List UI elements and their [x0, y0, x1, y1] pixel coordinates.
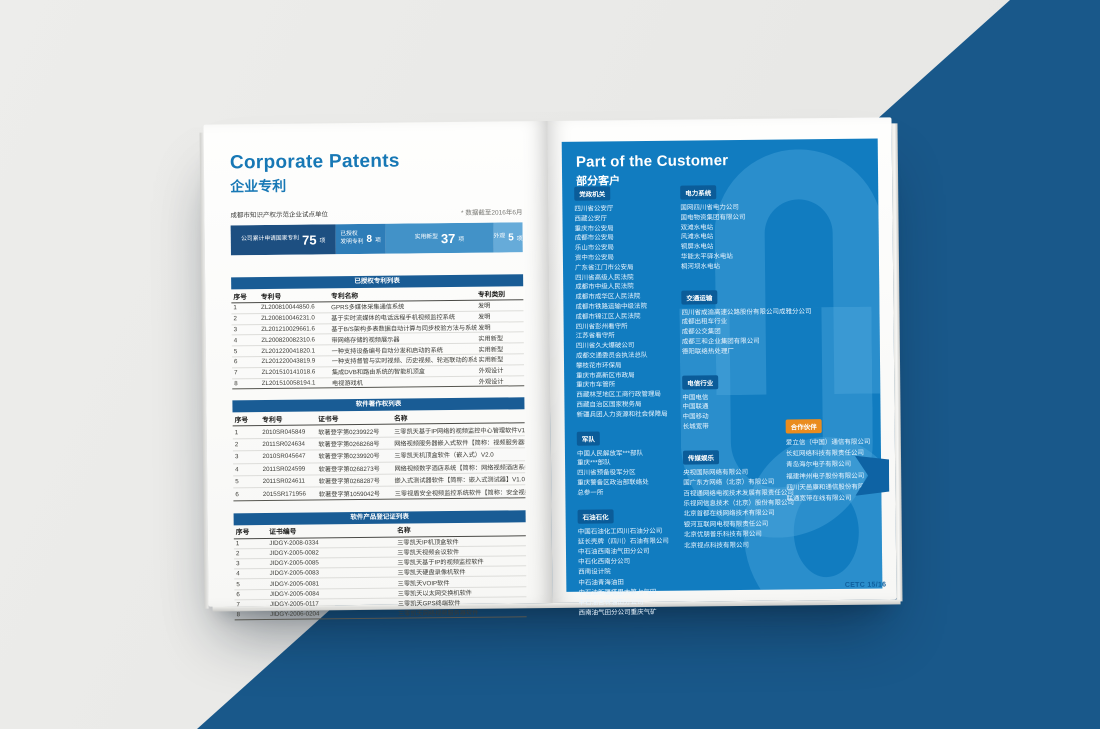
customer-item: 新疆兵团人力资源和社会保障局	[576, 410, 668, 419]
customer-list: 中国人民解放军***部队 重庆***部队 四川省预备役军分区 重庆警备区政治部联络处总…	[577, 448, 686, 498]
page-title-en: Part of the Customer	[575, 152, 729, 171]
column-header: 专利名称	[330, 292, 359, 300]
customer-item: 北京视点科技有限公司	[683, 541, 749, 550]
table-row: 6 2015SR171956 软著登字第1059042号 三零视盾安全视频监控系…	[233, 485, 526, 502]
stat-segment-unit: 项	[319, 237, 326, 244]
granted-patents-table: 已授权专利列表 序号 专利号 专利名称 专利类别 1 ZL200810044850.6…	[231, 274, 525, 390]
column-header: 证书号	[318, 416, 339, 424]
left-page: Corporate Patents 企业专利 成都市知识产权示范企业试点单位 *…	[203, 121, 553, 621]
stat-segment: 外观 5 项	[493, 222, 523, 253]
stat-segment-label: 已授权 发明专利	[340, 231, 364, 246]
patent-stats-bar: 公司累计申请国家专利 75 项 已授权 发明专利 8	[230, 222, 523, 256]
software-product-registry-table: 软件产品登记证列表 序号 证书编号 名称 1 JIDGY-2008-0334 三零凯…	[233, 509, 527, 621]
customer-group-petro: 石油石化 中国石油化工四川石油分公司 延长壳牌（四川）石油有限公司 中石油西南油气田…	[577, 505, 687, 619]
customer-list: 四川省公安厅 西藏公安厅 重庆市公安局 成都市公安局 乐山市公安局 资中市公安局 广东省江门…	[574, 204, 684, 421]
group-badge: 传媒娱乐	[682, 449, 720, 465]
customer-group-gov: 党政机关 四川省公安厅 西藏公安厅 重庆市公安局 成都市公安局 乐山市公安局 资中市公安局…	[574, 183, 684, 421]
column-header: 名称	[397, 527, 411, 535]
column-header: 名称	[393, 415, 408, 423]
customer-list: 中国石油化工四川石油分公司 延长壳牌（四川）石油有限公司 中石油西南油气田分公司 中石…	[578, 526, 687, 619]
stat-segment: 已授权 发明专利 8 项	[335, 223, 386, 255]
customer-item: 爱立信（中国）通信有限公司	[785, 438, 871, 447]
data-cutoff-note: * 数据截至2016年6月	[460, 209, 523, 217]
customer-item: 西南油气田分公司重庆气矿	[578, 609, 657, 617]
column-header: 序号	[235, 529, 250, 537]
column-header: 证书编号	[269, 528, 297, 537]
column-header: 专利类别	[477, 290, 506, 299]
column-header: 专利号	[262, 416, 283, 424]
table-body: 1 2010SR045849 软著登字第0239922号 三零凯天基于IP网络的…	[232, 423, 526, 502]
customer-item: 联通宽带在线有限公司	[786, 494, 852, 503]
stat-segment-value: 5	[508, 231, 514, 243]
group-badge: 电信行业	[682, 374, 719, 390]
customer-item: 桐河坝水电站	[680, 262, 721, 271]
software-copyright-table: 软件著作权列表 序号 专利号 证书号 名称 1 2010SR045849 软著登字第0…	[232, 397, 526, 502]
page-number: CETC 15/16	[844, 581, 887, 589]
group-badge: 党政机关	[574, 186, 611, 201]
column-header: 序号	[234, 417, 249, 425]
table-row: 8 ZL201510058194.1 电视游戏机 外观设计	[232, 375, 525, 390]
stat-segment-value: 37	[440, 230, 456, 246]
stat-segment-unit: 项	[375, 237, 381, 244]
customer-group-power: 电力系统 国网四川省电力公司 国电物资集团有限公司 双滩水电站 风滩水电站 铜屏水电站华…	[680, 181, 853, 272]
customer-item: 德阳联络热处理厂	[681, 347, 734, 356]
customer-group-transport: 交通运输 四川省成渝高速公路股份有限公司成雅分公司 成都出租车行业 成都公交集团 成都…	[681, 285, 854, 357]
stat-segment-value: 75	[302, 231, 317, 248]
stat-segment-label: 外观	[493, 233, 506, 240]
meta-row: 成都市知识产权示范企业试点单位 * 数据截至2016年6月	[230, 206, 522, 219]
page-title-en: Corporate Patents	[229, 150, 400, 174]
right-page: Part of the Customer 部分客户 党政机关 四川省公安厅 西藏公…	[547, 117, 897, 617]
customer-list: 国网四川省电力公司 国电物资集团有限公司 双滩水电站 风滩水电站 铜屏水电站 华能太平驿水…	[680, 202, 853, 272]
group-badge: 合作伙伴	[785, 419, 822, 434]
column-header: 序号	[233, 293, 247, 301]
left-page-content: Corporate Patents 企业专利 成都市知识产权示范企业试点单位 *…	[203, 121, 552, 621]
group-badge: 军队	[576, 431, 600, 446]
stat-segment-unit: 项	[516, 235, 523, 242]
page-title-zh: 企业专利	[230, 177, 287, 195]
group-badge: 交通运输	[681, 289, 718, 305]
stat-segment: 公司累计申请国家专利 75 项	[230, 224, 336, 256]
stat-segment-label: 实用新型	[414, 234, 438, 241]
customer-group-military: 军队 中国人民解放军***部队 重庆***部队 四川省预备役军分区 重庆警备区政治部联…	[576, 427, 686, 498]
table-body: 1 ZL200810044850.6 GPRS多媒体采集通信系统 发明 2 ZL…	[231, 300, 525, 390]
customer-item: 总参一所	[577, 489, 604, 497]
column-header: 专利号	[260, 293, 282, 301]
stat-segment-unit: 项	[458, 236, 465, 243]
table-body: 1 JIDGY-2008-0334 三零凯天IP机顶盒软件 2 JIDGY-20…	[233, 535, 527, 621]
stat-segment-label: 公司累计申请国家专利	[241, 235, 300, 243]
customer-panel: Part of the Customer 部分客户 党政机关 四川省公安厅 西藏公…	[561, 138, 883, 617]
group-badge: 电力系统	[680, 185, 717, 200]
customer-column-1: 党政机关 四川省公安厅 西藏公安厅 重庆市公安局 成都市公安局 乐山市公安局 资中市公安局…	[574, 183, 687, 619]
open-brochure: Corporate Patents 企业专利 成都市知识产权示范企业试点单位 *…	[199, 117, 903, 621]
stat-segment-value: 8	[366, 233, 373, 245]
stat-segment: 实用新型 37 项	[385, 222, 494, 254]
left-page-subtitle: 成都市知识产权示范企业试点单位	[230, 211, 328, 220]
group-badge: 石油石化	[577, 508, 614, 524]
customer-list: 四川省成渝高速公路股份有限公司成雅分公司 成都出租车行业 成都公交集团 成都三和企业集…	[681, 306, 854, 357]
